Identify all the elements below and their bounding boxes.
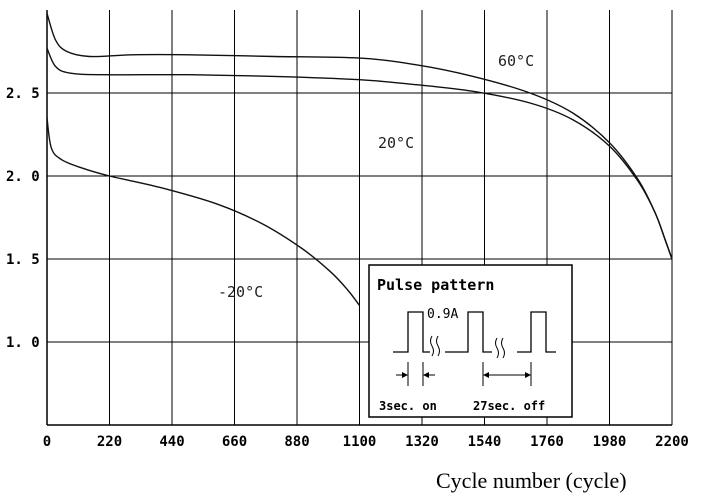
series-label-60c: 60°C — [498, 52, 534, 70]
on-duration-marker — [396, 362, 435, 386]
x-tick-label: 1760 — [530, 434, 564, 450]
x-tick-label: 880 — [284, 434, 309, 450]
series-lines — [46, 13, 673, 306]
series-line-60c — [46, 13, 673, 260]
break-mark-1 — [430, 335, 440, 357]
axes — [46, 10, 672, 426]
x-tick-label: 440 — [159, 434, 184, 450]
x-tick-label: 220 — [97, 434, 122, 450]
inset-title: Pulse pattern — [377, 276, 494, 294]
y-tick-label: 2. 0 — [6, 169, 40, 185]
pulse-pattern-inset: Pulse pattern 0.9A 3sec. on 27sec. off — [368, 264, 573, 418]
x-axis-label: Cycle number (cycle) — [436, 468, 627, 493]
pulse-wave-2 — [445, 311, 492, 353]
inset-amplitude-label: 0.9A — [427, 307, 458, 322]
series-line-20c — [46, 47, 673, 260]
on-time-label: 3sec. on — [379, 399, 437, 413]
pulse-wave-1 — [393, 311, 430, 353]
x-tick-label: 2200 — [655, 434, 689, 450]
x-tick-label: 1100 — [343, 434, 377, 450]
x-tick-label: 1980 — [593, 434, 627, 450]
off-duration-marker — [482, 362, 532, 386]
inset-frame — [368, 264, 573, 418]
on-arrowheads — [402, 372, 429, 378]
x-tick-label: 1320 — [405, 434, 439, 450]
x-tick-labels: 0 220 440 660 880 1100 1320 1540 1760 1980 2200 — [43, 434, 689, 450]
off-arrowheads — [483, 372, 531, 378]
pulse-wave-3 — [517, 311, 556, 353]
y-tick-label: 1. 5 — [6, 252, 40, 268]
series-label-20c: 20°C — [378, 134, 414, 152]
off-time-label: 27sec. off — [473, 399, 545, 413]
grid — [47, 10, 673, 425]
y-tick-label: 2. 5 — [6, 86, 40, 102]
break-mark-2 — [495, 337, 505, 359]
x-tick-label: 0 — [43, 434, 51, 450]
y-tick-label: 1. 0 — [6, 335, 40, 351]
x-tick-label: 1540 — [468, 434, 502, 450]
y-tick-labels: 2. 5 2. 0 1. 5 1. 0 — [6, 86, 40, 351]
series-line-minus20c — [46, 117, 361, 306]
series-label-minus20c: -20°C — [218, 283, 263, 301]
x-tick-label: 660 — [222, 434, 247, 450]
